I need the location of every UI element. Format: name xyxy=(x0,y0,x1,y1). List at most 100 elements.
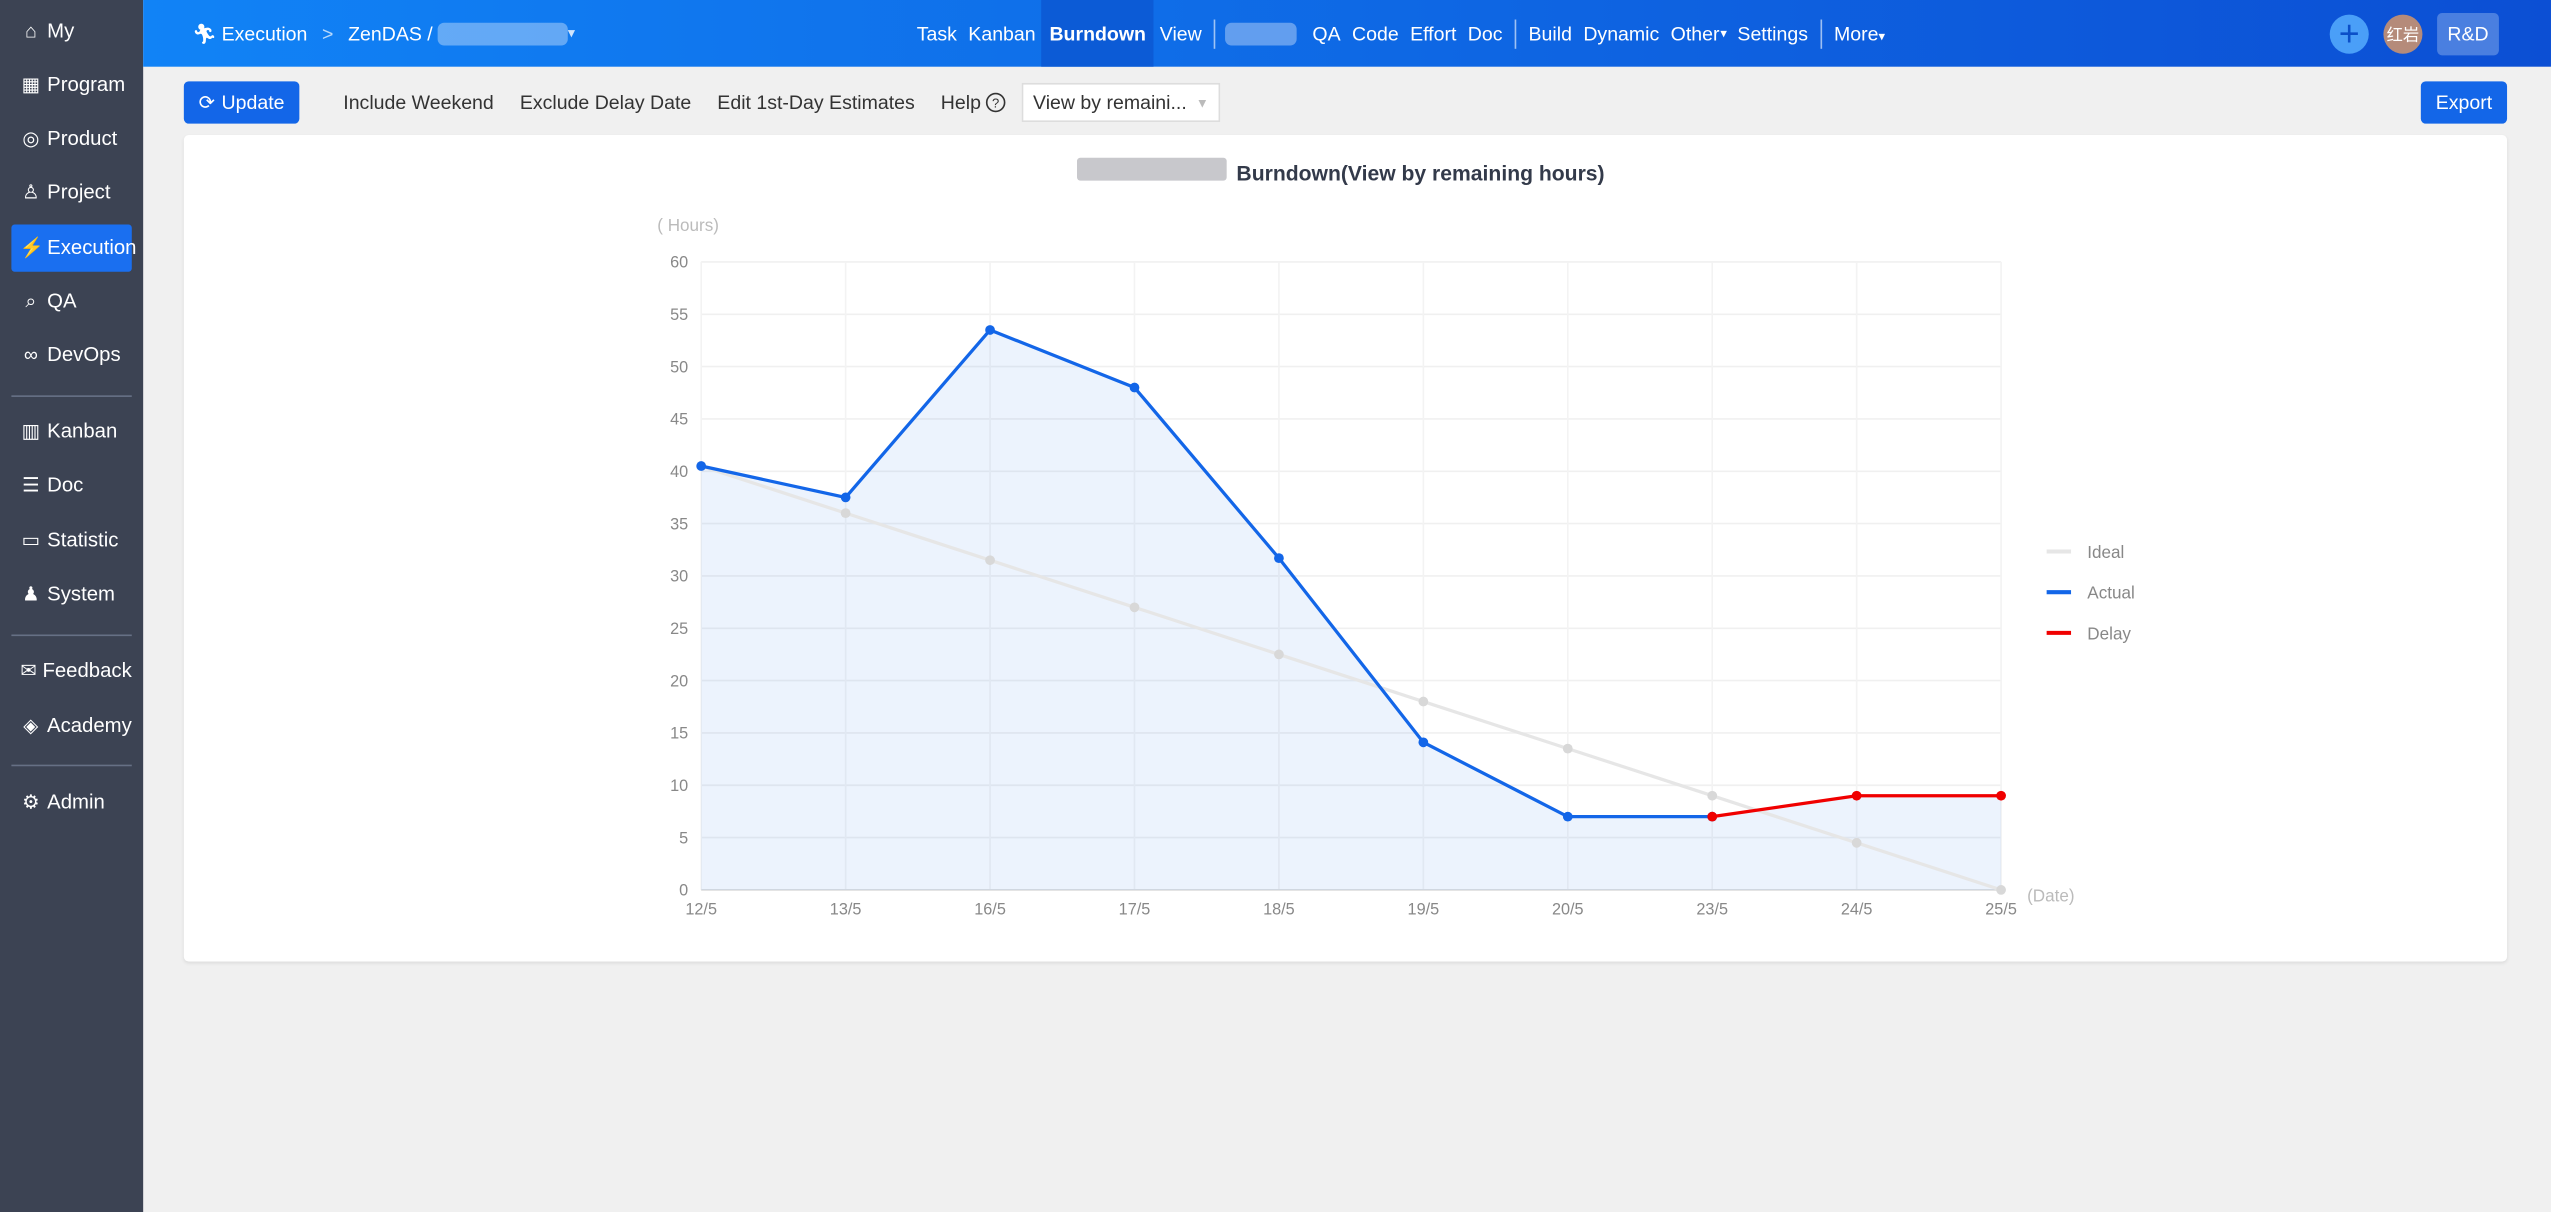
sidebar-item-execution[interactable]: ⚡ Execution xyxy=(11,223,137,271)
refresh-icon: ⟳ xyxy=(198,91,216,114)
chevron-down-icon: ▾ xyxy=(1878,28,1886,44)
sidebar-item-doc[interactable]: ☰ Doc xyxy=(11,461,131,508)
sidebar-item-product[interactable]: ◎ Product xyxy=(11,115,131,162)
sidebar-item-my[interactable]: ⌂ My xyxy=(11,7,131,54)
feedback-icon: ✉ xyxy=(20,658,37,682)
y-tick-label: 40 xyxy=(670,463,688,481)
export-button[interactable]: Export xyxy=(2420,81,2508,124)
x-axis-label: (Date) xyxy=(2027,886,2074,905)
x-tick-label: 24/5 xyxy=(1841,900,1873,918)
x-tick-label: 20/5 xyxy=(1552,900,1584,918)
breadcrumb-execution[interactable]: Execution xyxy=(221,21,308,45)
breadcrumb: 🏃︎ Execution > ZenDAS / ▾ xyxy=(192,0,575,67)
gear-icon: ⚙ xyxy=(22,790,40,814)
sidebar-item-feedback[interactable]: ✉ Feedback xyxy=(11,647,131,694)
sidebar-item-label: Statistic xyxy=(47,528,119,552)
nav-build[interactable]: Build xyxy=(1528,21,1572,45)
data-point-actual xyxy=(1129,382,1140,393)
y-tick-label: 10 xyxy=(670,777,688,795)
sidebar-item-label: Doc xyxy=(47,473,84,497)
nav-settings[interactable]: Settings xyxy=(1737,21,1808,45)
data-point-ideal xyxy=(840,508,851,519)
y-tick-label: 5 xyxy=(679,829,688,847)
update-button[interactable]: ⟳ Update xyxy=(183,81,300,124)
nav-view[interactable]: View xyxy=(1159,21,1202,45)
nav-dynamic[interactable]: Dynamic xyxy=(1583,21,1660,45)
data-point-actual xyxy=(840,492,851,503)
x-tick-label: 19/5 xyxy=(1408,900,1440,918)
y-axis-label: ( Hours) xyxy=(657,216,719,235)
sidebar-item-qa[interactable]: ⌕ QA xyxy=(11,277,131,324)
data-point-ideal xyxy=(1129,602,1140,613)
redacted-title-prefix xyxy=(1077,157,1227,181)
top-header: 🏃︎ Execution > ZenDAS / ▾ Task Kanban Burn… xyxy=(143,0,2551,67)
nav-other[interactable]: Other xyxy=(1670,21,1720,45)
include-weekend-link[interactable]: Include Weekend xyxy=(343,91,494,114)
data-point-ideal xyxy=(985,555,995,566)
infinity-icon: ∞ xyxy=(23,343,38,367)
sidebar-item-label: Program xyxy=(47,73,126,96)
y-tick-label: 35 xyxy=(670,515,688,533)
add-button[interactable]: + xyxy=(2329,12,2369,53)
nav-qa[interactable]: QA xyxy=(1312,21,1341,45)
data-point-ideal xyxy=(1996,885,2006,895)
view-select[interactable]: View by remaini... ▼ xyxy=(1021,82,1221,123)
bulb-icon: ◎ xyxy=(22,126,40,150)
chart-title: Burndown(View by remaining hours) xyxy=(1236,163,1604,186)
nav-effort[interactable]: Effort xyxy=(1410,21,1457,45)
series-line-ideal xyxy=(700,464,2002,892)
series-line-actual xyxy=(700,328,1713,819)
sidebar-item-label: Admin xyxy=(47,790,105,814)
update-label: Update xyxy=(221,91,285,114)
redacted-nav-item xyxy=(1225,21,1297,45)
monitor-icon: ▭ xyxy=(21,528,41,552)
avatar[interactable]: 红岩 xyxy=(2383,13,2423,53)
x-tick-label: 12/5 xyxy=(685,900,717,918)
sidebar-item-admin[interactable]: ⚙ Admin xyxy=(11,778,131,825)
sidebar-item-label: Academy xyxy=(47,714,132,737)
doc-icon: ☰ xyxy=(22,473,40,497)
sidebar-item-system[interactable]: ♟ System xyxy=(11,570,131,617)
y-tick-label: 55 xyxy=(670,306,688,324)
help-link[interactable]: Help xyxy=(940,91,981,114)
sidebar-item-label: Project xyxy=(47,180,111,204)
nav-code[interactable]: Code xyxy=(1352,21,1399,45)
sidebar-item-kanban[interactable]: ▥ Kanban xyxy=(11,408,131,455)
sidebar-item-label: System xyxy=(47,582,116,606)
nav-divider xyxy=(1514,18,1517,48)
breadcrumb-execution-name[interactable]: ZenDAS / xyxy=(348,21,433,45)
legend-label-ideal: Ideal xyxy=(2087,543,2124,562)
sidebar-item-label: DevOps xyxy=(47,343,121,367)
help-icon: ? xyxy=(985,92,1006,113)
nav-kanban[interactable]: Kanban xyxy=(968,21,1036,45)
nav-burndown[interactable]: Burndown xyxy=(1041,0,1155,67)
y-tick-label: 25 xyxy=(670,620,688,638)
data-point-ideal xyxy=(1418,696,1429,707)
nav-more[interactable]: More▾ xyxy=(1828,22,1890,45)
edit-first-day-link[interactable]: Edit 1st-Day Estimates xyxy=(717,91,915,114)
data-point-ideal xyxy=(1274,649,1284,660)
sidebar-item-project[interactable]: ♙ Project xyxy=(11,168,131,215)
exclude-delay-link[interactable]: Exclude Delay Date xyxy=(519,91,692,114)
users-icon: ♟ xyxy=(22,582,40,606)
x-tick-label: 17/5 xyxy=(1119,900,1151,918)
sidebar: ⌂ My ▦ Program ◎ Product ♙ Project ⚡ Execution ⌕ QA… xyxy=(0,0,144,1212)
legend-label-actual: Actual xyxy=(2087,584,2134,603)
y-tick-label: 30 xyxy=(670,568,688,586)
role-badge[interactable]: R&D xyxy=(2437,12,2499,55)
sidebar-item-program[interactable]: ▦ Program xyxy=(11,61,131,108)
nav-task[interactable]: Task xyxy=(916,21,957,45)
x-tick-label: 25/5 xyxy=(1985,900,2017,918)
data-point-actual xyxy=(1274,553,1284,564)
sidebar-item-statistic[interactable]: ▭ Statistic xyxy=(11,517,131,564)
grid-icon: ▦ xyxy=(21,73,41,96)
nav-doc[interactable]: Doc xyxy=(1467,21,1503,45)
sidebar-item-devops[interactable]: ∞ DevOps xyxy=(11,331,131,378)
chevron-down-icon[interactable]: ▾ xyxy=(567,24,576,41)
y-tick-label: 20 xyxy=(670,672,688,690)
run-icon: ⚡ xyxy=(19,235,44,259)
data-point-delay xyxy=(1851,790,1862,801)
x-tick-label: 13/5 xyxy=(830,900,862,918)
data-point-actual xyxy=(696,461,707,471)
sidebar-item-academy[interactable]: ◈ Academy xyxy=(11,702,131,749)
